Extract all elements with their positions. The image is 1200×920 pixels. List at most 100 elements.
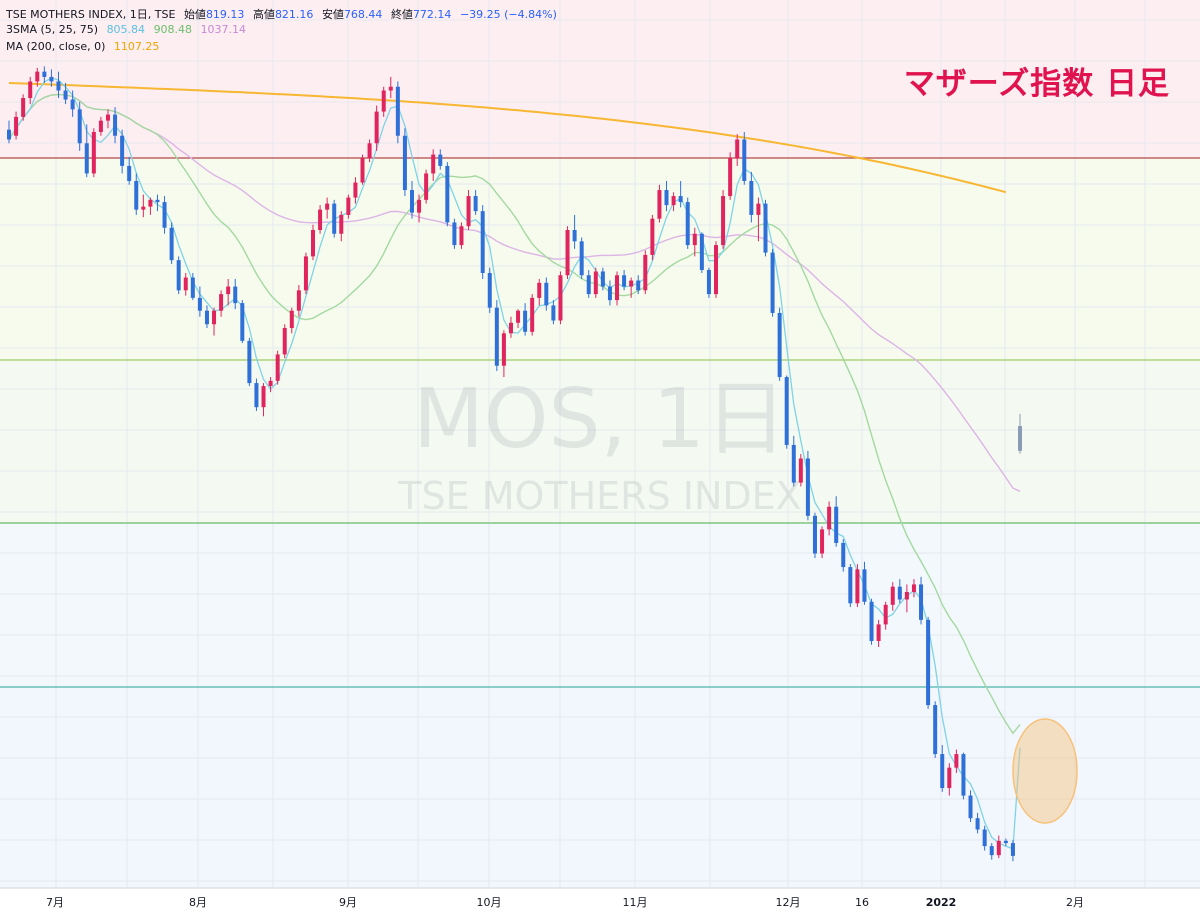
candle-body	[926, 619, 931, 706]
candle-body	[14, 116, 19, 136]
candle-body	[607, 286, 612, 301]
candle-body	[749, 180, 754, 215]
candle-body	[487, 272, 492, 308]
candle-body	[261, 386, 266, 408]
x-axis-tick-label: 9月	[339, 896, 357, 909]
candle-body	[120, 135, 125, 166]
x-axis-tick-label: 10月	[477, 896, 502, 909]
candle-body	[402, 135, 407, 191]
candle-body	[523, 310, 528, 332]
candle-body	[28, 81, 33, 99]
candle-body	[275, 354, 280, 381]
candle-body	[812, 515, 817, 554]
candle-body	[869, 601, 874, 641]
sma5-line	[15, 77, 1021, 850]
candle-body	[91, 131, 96, 174]
candle-body	[657, 190, 662, 219]
candle-body	[508, 322, 513, 334]
legend-close-label: 終値	[390, 8, 413, 21]
legend-high-label: 高値	[252, 8, 275, 21]
candle-body	[982, 829, 987, 847]
candle-body	[643, 254, 648, 291]
candle-body	[325, 203, 330, 210]
candle-body	[636, 280, 641, 291]
candle-body	[961, 754, 966, 796]
candle-body	[650, 218, 655, 255]
sma25-line	[8, 93, 1021, 735]
candle-body	[791, 444, 796, 483]
candle-body	[586, 275, 591, 295]
candle-body	[98, 120, 103, 132]
background-band	[0, 158, 1200, 360]
legend-low-value: 768.44	[343, 8, 383, 21]
candle-body	[388, 86, 393, 91]
candle-body	[452, 222, 457, 246]
candle-body	[360, 158, 365, 183]
candle-body	[593, 271, 598, 295]
candle-body	[890, 586, 895, 605]
candle-body	[784, 377, 789, 445]
candle-body	[311, 230, 316, 257]
candle-body	[763, 203, 768, 253]
x-axis-tick-label: 16	[855, 896, 869, 909]
candle-body	[579, 241, 584, 276]
legend-sma75-value: 1037.14	[200, 23, 247, 36]
candle-body	[798, 458, 803, 483]
legend-3sma[interactable]: 3SMA (5, 25, 75) 805.84 908.48 1037.14	[6, 23, 251, 36]
candle-body	[516, 310, 521, 323]
candle-body	[417, 199, 422, 213]
candle-body	[968, 795, 973, 819]
candle-body	[615, 275, 620, 301]
watermark-name: TSE MOTHERS INDEX	[398, 474, 802, 518]
candle-body	[692, 233, 697, 246]
candle-body	[318, 209, 323, 230]
background-band	[0, 523, 1200, 687]
candle-body	[296, 290, 301, 311]
sma75-line	[8, 93, 1021, 492]
candle-body	[770, 252, 775, 313]
candle-body	[473, 196, 478, 212]
x-axis-tick-label: 7月	[46, 896, 64, 909]
candle-body	[127, 165, 132, 181]
candle-body	[572, 230, 577, 242]
legend-3sma-label: 3SMA (5, 25, 75)	[6, 23, 99, 36]
candle-body	[933, 705, 938, 755]
candle-body	[42, 71, 47, 77]
candle-body	[714, 245, 718, 295]
candle-body	[989, 846, 994, 856]
highlight-circle	[1012, 718, 1078, 824]
candle-body	[254, 383, 259, 408]
candle-body	[141, 206, 146, 210]
candle-body	[862, 569, 867, 602]
candle-body	[374, 111, 379, 144]
chart-title: マザーズ指数 日足	[903, 66, 1170, 102]
candle-body	[848, 567, 853, 604]
candle-body	[855, 569, 860, 604]
candle-body	[459, 226, 464, 246]
candle-body	[190, 277, 195, 298]
candle-body	[212, 310, 217, 325]
candle-body	[282, 328, 287, 355]
legend-ma200[interactable]: MA (200, close, 0) 1107.25	[6, 40, 164, 53]
candle-body	[77, 109, 82, 144]
candle-body	[84, 143, 89, 174]
candle-body	[777, 312, 782, 378]
candle-body	[35, 71, 40, 82]
candle-body	[431, 154, 436, 174]
x-axis-tick-label: 12月	[776, 896, 801, 909]
ma200-line	[8, 82, 1007, 194]
candle-body	[219, 294, 224, 311]
candle-body	[155, 199, 160, 203]
candle-body	[21, 98, 26, 117]
candle-body	[883, 604, 888, 625]
legend-ohlc: TSE MOTHERS INDEX, 1日, TSE 始値819.13 高値82…	[6, 6, 562, 22]
candle-body	[268, 380, 273, 387]
candle-body	[1010, 843, 1015, 856]
candle-body	[176, 260, 181, 291]
candle-body	[756, 203, 761, 215]
x-axis-background	[0, 888, 1200, 920]
candle-body	[629, 280, 634, 287]
candle-body	[113, 114, 118, 136]
